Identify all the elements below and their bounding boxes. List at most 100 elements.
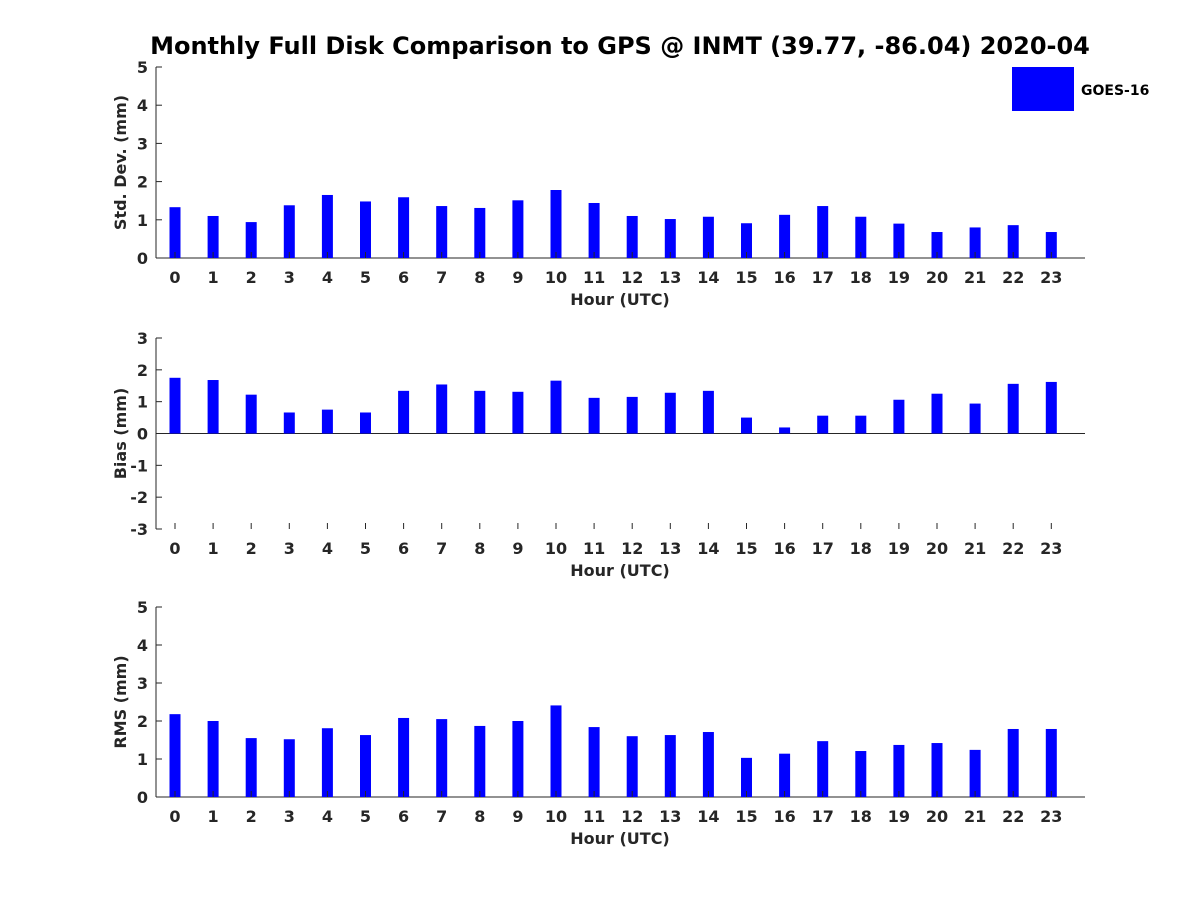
rms-x-tick-label: 11 (583, 807, 605, 826)
std-dev-y-axis-label: Std. Dev. (mm) (111, 95, 130, 230)
bias-x-tick-label: 10 (545, 539, 567, 558)
bias-bar-hour-19 (893, 399, 905, 434)
bias-bar-hour-17 (817, 415, 829, 434)
std-dev-bar-hour-7 (436, 206, 448, 258)
rms-x-tick-label: 2 (246, 807, 257, 826)
bias-x-tick-label: 22 (1002, 539, 1024, 558)
std-dev-x-tick-label: 10 (545, 268, 567, 287)
std-dev-x-tick-label: 9 (512, 268, 523, 287)
std-dev-bar-hour-6 (398, 197, 410, 258)
bias-y-tick-label: -2 (130, 488, 148, 507)
bias-x-tick-label: 18 (850, 539, 872, 558)
bias-x-tick-label: 21 (964, 539, 986, 558)
bias-y-tick-label: 0 (137, 425, 148, 444)
rms-y-tick-label: 2 (137, 712, 148, 731)
std-dev-x-tick-label: 4 (322, 268, 333, 287)
bias-y-tick-label: 2 (137, 361, 148, 380)
rms-y-tick-label: 3 (137, 674, 148, 693)
std-dev-x-tick-label: 19 (888, 268, 910, 287)
rms-bar-hour-19 (893, 744, 905, 797)
rms-x-tick-label: 16 (773, 807, 795, 826)
rms-x-tick-label: 5 (360, 807, 371, 826)
rms-y-tick-label: 0 (137, 788, 148, 807)
std-dev-x-tick-label: 2 (246, 268, 257, 287)
std-dev-bar-hour-16 (779, 214, 791, 258)
rms-bar-hour-23 (1045, 728, 1057, 797)
rms-x-tick-label: 19 (888, 807, 910, 826)
bias-x-axis-label: Hour (UTC) (570, 561, 670, 580)
rms-x-tick-label: 9 (512, 807, 523, 826)
rms-x-tick-label: 23 (1040, 807, 1062, 826)
bias-x-tick-label: 6 (398, 539, 409, 558)
rms-x-tick-label: 20 (926, 807, 948, 826)
rms-x-tick-label: 8 (474, 807, 485, 826)
std-dev-y-tick-label: 5 (137, 58, 148, 77)
rms-bar-hour-17 (817, 741, 829, 797)
rms-y-tick-label: 5 (137, 598, 148, 617)
std-dev-x-tick-label: 7 (436, 268, 447, 287)
std-dev-bar-hour-18 (855, 216, 867, 258)
std-dev-y-tick-label: 2 (137, 173, 148, 192)
bias-bar-hour-23 (1045, 381, 1057, 434)
rms-x-tick-label: 10 (545, 807, 567, 826)
rms-bar-hour-22 (1007, 728, 1019, 797)
rms-bar-hour-21 (969, 749, 981, 797)
rms-x-axis-label: Hour (UTC) (570, 829, 670, 848)
rms-bar-hour-18 (855, 751, 867, 797)
bias-x-tick-label: 3 (284, 539, 295, 558)
rms-x-tick-label: 1 (208, 807, 219, 826)
bias-bar-hour-8 (474, 390, 486, 434)
std-dev-bar-hour-20 (931, 232, 943, 258)
std-dev-x-tick-label: 0 (169, 268, 180, 287)
rms-x-tick-label: 17 (812, 807, 834, 826)
rms-x-tick-label: 7 (436, 807, 447, 826)
rms-x-tick-label: 12 (621, 807, 643, 826)
rms-x-tick-label: 0 (169, 807, 180, 826)
std-dev-bar-hour-19 (893, 223, 905, 258)
bias-x-tick-label: 11 (583, 539, 605, 558)
bias-bar-hour-16 (779, 427, 791, 434)
bias-y-tick-label: -1 (130, 456, 148, 475)
rms-y-axis-label: RMS (mm) (111, 655, 130, 748)
rms-x-tick-label: 3 (284, 807, 295, 826)
std-dev-x-tick-label: 22 (1002, 268, 1024, 287)
rms-bar-hour-4 (321, 728, 333, 797)
bias-bar-hour-7 (436, 384, 448, 434)
rms-bar-hour-3 (283, 739, 295, 797)
rms-bar-hour-13 (664, 735, 676, 797)
std-dev-bar-hour-3 (283, 205, 295, 258)
bias-y-axis-label: Bias (mm) (111, 388, 130, 480)
std-dev-x-tick-label: 1 (208, 268, 219, 287)
bias-x-tick-label: 7 (436, 539, 447, 558)
bias-bar-hour-2 (245, 394, 257, 434)
bias-bar-hour-6 (398, 390, 410, 434)
rms-bar-hour-10 (550, 705, 562, 797)
bias-y-tick-label: -3 (130, 520, 148, 539)
std-dev-bar-hour-21 (969, 227, 981, 258)
legend: GOES-16 (1012, 67, 1149, 111)
rms-bar-hour-8 (474, 725, 486, 797)
rms-bar-hour-14 (702, 732, 714, 797)
rms-y-tick-label: 4 (137, 636, 148, 655)
bias-bar-hour-22 (1007, 383, 1019, 434)
rms-bar-hour-11 (588, 727, 600, 797)
std-dev-bar-hour-15 (741, 223, 752, 258)
bias-x-tick-label: 15 (735, 539, 757, 558)
bias-bar-hour-11 (588, 397, 600, 434)
std-dev-bar-hour-0 (169, 207, 181, 258)
rms-bar-hour-20 (931, 743, 943, 797)
bias-x-tick-label: 1 (208, 539, 219, 558)
bias-bar-hour-21 (969, 403, 981, 434)
bias-y-tick-label: 1 (137, 393, 148, 412)
std-dev-bar-hour-4 (321, 194, 333, 258)
rms-bar-hour-15 (741, 757, 752, 797)
rms-bar-hour-6 (398, 717, 410, 797)
std-dev-x-tick-label: 11 (583, 268, 605, 287)
std-dev-y-tick-label: 1 (137, 211, 148, 230)
std-dev-bar-hour-2 (245, 222, 257, 258)
bias-bar-hour-12 (626, 396, 638, 434)
bias-x-tick-label: 19 (888, 539, 910, 558)
bias-x-tick-label: 20 (926, 539, 948, 558)
